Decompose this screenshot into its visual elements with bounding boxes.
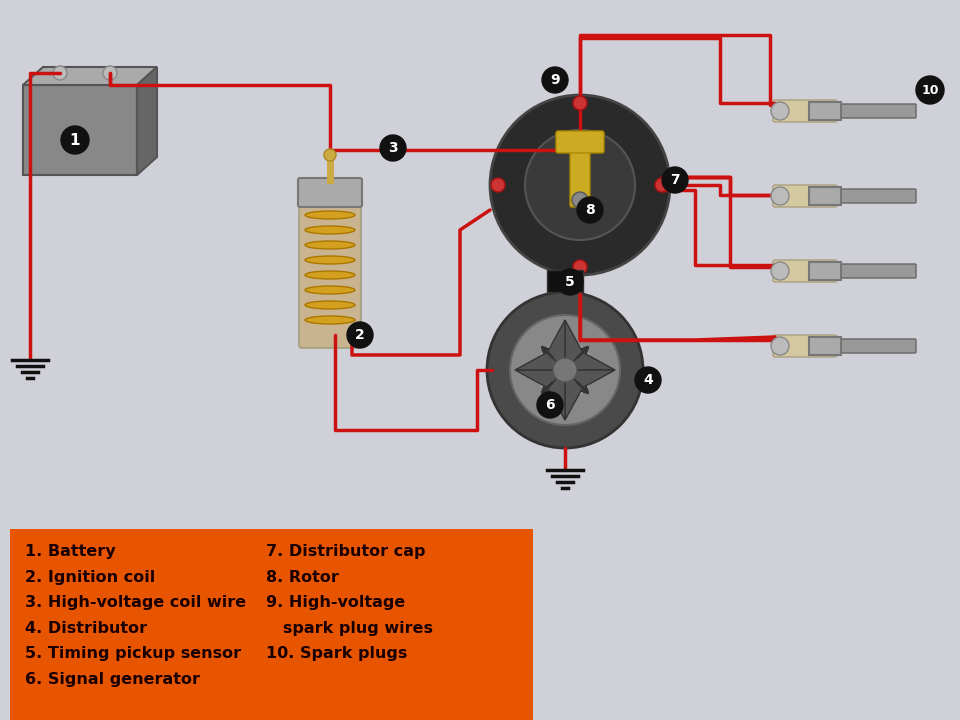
Circle shape bbox=[542, 67, 568, 93]
Text: 6: 6 bbox=[545, 398, 555, 412]
Circle shape bbox=[916, 76, 944, 104]
Text: 2. Ignition coil: 2. Ignition coil bbox=[25, 570, 155, 585]
Circle shape bbox=[577, 197, 603, 223]
Text: 4: 4 bbox=[643, 373, 653, 387]
Polygon shape bbox=[547, 320, 565, 370]
Ellipse shape bbox=[305, 316, 355, 324]
Ellipse shape bbox=[305, 211, 355, 219]
Ellipse shape bbox=[305, 256, 355, 264]
FancyBboxPatch shape bbox=[773, 335, 837, 357]
Text: 6. Signal generator: 6. Signal generator bbox=[25, 672, 200, 687]
Circle shape bbox=[510, 315, 620, 425]
Circle shape bbox=[535, 340, 595, 400]
Circle shape bbox=[557, 269, 583, 295]
Ellipse shape bbox=[305, 301, 355, 309]
Text: 8: 8 bbox=[586, 203, 595, 217]
FancyBboxPatch shape bbox=[556, 131, 604, 153]
FancyBboxPatch shape bbox=[834, 264, 916, 278]
Circle shape bbox=[491, 178, 505, 192]
Circle shape bbox=[655, 178, 669, 192]
Text: 3: 3 bbox=[388, 141, 397, 155]
Polygon shape bbox=[515, 370, 565, 387]
FancyBboxPatch shape bbox=[773, 100, 837, 122]
Circle shape bbox=[573, 96, 587, 110]
Text: 4. Distributor: 4. Distributor bbox=[25, 621, 147, 636]
Circle shape bbox=[771, 187, 789, 205]
Polygon shape bbox=[23, 67, 157, 85]
FancyBboxPatch shape bbox=[773, 260, 837, 282]
Text: 5. Timing pickup sensor: 5. Timing pickup sensor bbox=[25, 647, 241, 661]
Text: 7. Distributor cap: 7. Distributor cap bbox=[266, 544, 425, 559]
Text: 10: 10 bbox=[922, 84, 939, 96]
Ellipse shape bbox=[305, 271, 355, 279]
FancyBboxPatch shape bbox=[809, 262, 841, 280]
Polygon shape bbox=[565, 352, 615, 370]
Circle shape bbox=[324, 149, 336, 161]
Text: 3. High-voltage coil wire: 3. High-voltage coil wire bbox=[25, 595, 246, 611]
FancyBboxPatch shape bbox=[809, 187, 841, 205]
Circle shape bbox=[53, 66, 67, 80]
Circle shape bbox=[662, 167, 688, 193]
Circle shape bbox=[771, 262, 789, 280]
Circle shape bbox=[553, 358, 577, 382]
FancyBboxPatch shape bbox=[299, 192, 361, 348]
Circle shape bbox=[487, 292, 643, 448]
FancyBboxPatch shape bbox=[547, 270, 583, 292]
Polygon shape bbox=[565, 370, 583, 420]
Circle shape bbox=[572, 192, 588, 208]
Polygon shape bbox=[137, 67, 157, 175]
Circle shape bbox=[635, 367, 661, 393]
Polygon shape bbox=[565, 370, 615, 387]
Text: 10. Spark plugs: 10. Spark plugs bbox=[266, 647, 407, 661]
Circle shape bbox=[573, 260, 587, 274]
Circle shape bbox=[103, 66, 117, 80]
FancyBboxPatch shape bbox=[773, 185, 837, 207]
FancyBboxPatch shape bbox=[834, 339, 916, 353]
Ellipse shape bbox=[305, 241, 355, 249]
Circle shape bbox=[380, 135, 406, 161]
Text: 1: 1 bbox=[70, 132, 81, 148]
Circle shape bbox=[525, 130, 635, 240]
FancyBboxPatch shape bbox=[809, 337, 841, 355]
Text: 8. Rotor: 8. Rotor bbox=[266, 570, 339, 585]
Polygon shape bbox=[547, 370, 565, 420]
Text: 9. High-voltage: 9. High-voltage bbox=[266, 595, 405, 611]
Ellipse shape bbox=[305, 226, 355, 234]
FancyBboxPatch shape bbox=[834, 189, 916, 203]
Text: 5: 5 bbox=[565, 275, 575, 289]
Circle shape bbox=[771, 102, 789, 120]
FancyBboxPatch shape bbox=[298, 178, 362, 207]
Circle shape bbox=[490, 95, 670, 275]
Text: 1. Battery: 1. Battery bbox=[25, 544, 115, 559]
Circle shape bbox=[347, 322, 373, 348]
Polygon shape bbox=[565, 320, 583, 370]
Text: 2: 2 bbox=[355, 328, 365, 342]
FancyBboxPatch shape bbox=[809, 102, 841, 120]
Ellipse shape bbox=[305, 286, 355, 294]
Text: spark plug wires: spark plug wires bbox=[266, 621, 433, 636]
Circle shape bbox=[537, 392, 563, 418]
FancyBboxPatch shape bbox=[834, 104, 916, 118]
Circle shape bbox=[61, 126, 89, 154]
Polygon shape bbox=[23, 85, 137, 175]
FancyBboxPatch shape bbox=[10, 529, 533, 720]
Polygon shape bbox=[515, 352, 565, 370]
Text: 7: 7 bbox=[670, 173, 680, 187]
Circle shape bbox=[771, 337, 789, 355]
FancyBboxPatch shape bbox=[570, 143, 590, 207]
Text: 9: 9 bbox=[550, 73, 560, 87]
